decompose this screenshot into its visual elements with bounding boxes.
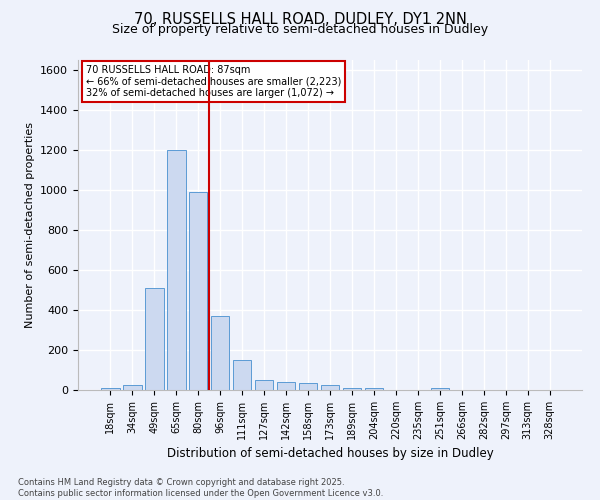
Text: 70, RUSSELLS HALL ROAD, DUDLEY, DY1 2NN: 70, RUSSELLS HALL ROAD, DUDLEY, DY1 2NN <box>134 12 466 28</box>
Bar <box>167 150 185 390</box>
Bar <box>123 385 142 390</box>
Text: Size of property relative to semi-detached houses in Dudley: Size of property relative to semi-detach… <box>112 22 488 36</box>
Bar <box>145 288 164 390</box>
Text: 70 RUSSELLS HALL ROAD: 87sqm
← 66% of semi-detached houses are smaller (2,223)
3: 70 RUSSELLS HALL ROAD: 87sqm ← 66% of se… <box>86 65 341 98</box>
Bar <box>431 388 449 390</box>
Bar <box>101 388 119 390</box>
X-axis label: Distribution of semi-detached houses by size in Dudley: Distribution of semi-detached houses by … <box>167 448 493 460</box>
Bar <box>343 388 361 390</box>
Bar <box>189 192 208 390</box>
Bar <box>277 382 295 390</box>
Bar <box>211 316 229 390</box>
Y-axis label: Number of semi-detached properties: Number of semi-detached properties <box>25 122 35 328</box>
Bar <box>255 380 274 390</box>
Text: Contains HM Land Registry data © Crown copyright and database right 2025.
Contai: Contains HM Land Registry data © Crown c… <box>18 478 383 498</box>
Bar <box>320 385 340 390</box>
Bar <box>299 384 317 390</box>
Bar <box>365 388 383 390</box>
Bar <box>233 360 251 390</box>
